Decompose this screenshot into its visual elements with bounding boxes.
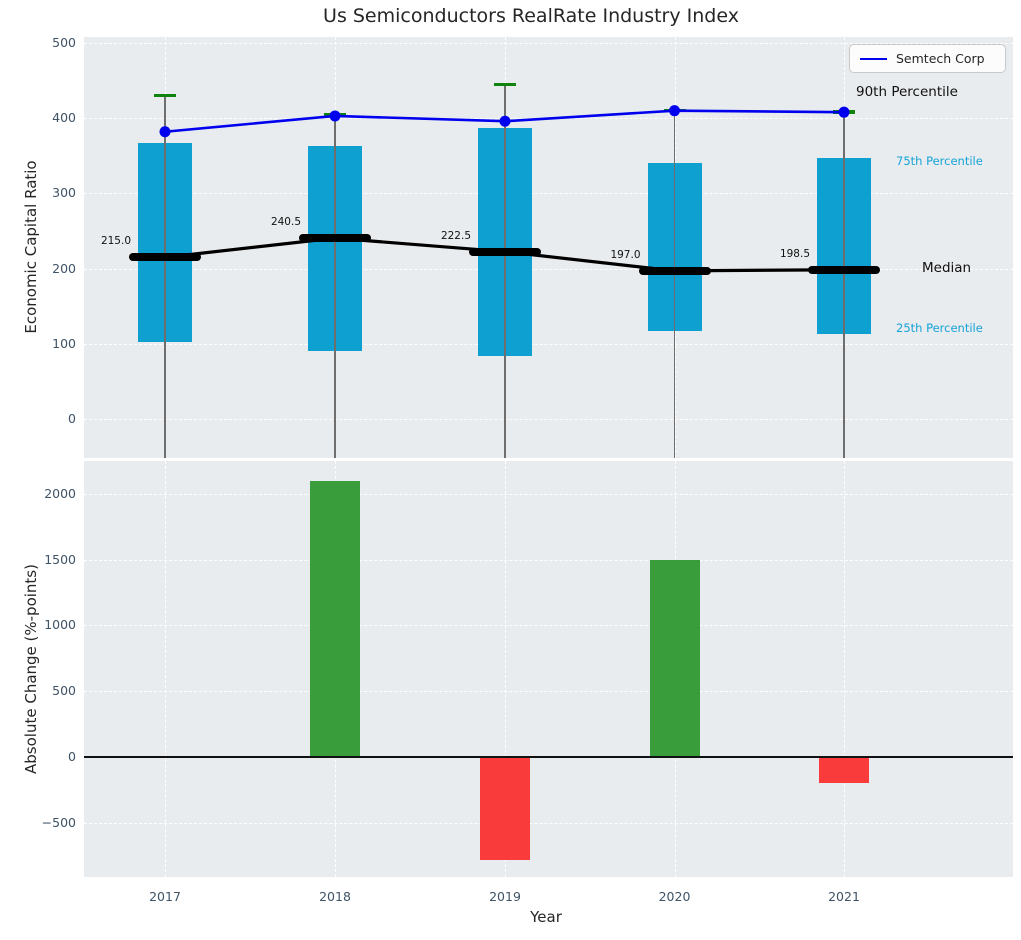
gridline-y xyxy=(84,343,1013,345)
x-tick-label: 2018 xyxy=(319,889,351,904)
semtech-point xyxy=(499,115,511,127)
gridline-y xyxy=(84,691,1013,693)
whisker-cap xyxy=(154,93,176,98)
y-tick-label: 300 xyxy=(52,185,76,201)
semtech-point xyxy=(329,110,341,122)
annotation-90th-percentile: 90th Percentile xyxy=(856,84,958,100)
top-plot-area: Semtech Corp 90th Percentile 75th Percen… xyxy=(84,37,1013,458)
y-tick-label: 100 xyxy=(52,335,76,351)
y-tick-label: 0 xyxy=(68,749,76,764)
x-tick-label: 2019 xyxy=(489,889,521,904)
change-bar xyxy=(480,757,530,860)
top-lines-layer xyxy=(159,105,850,273)
median-value-label: 215.0 xyxy=(100,235,131,248)
gridline-y xyxy=(84,493,1013,495)
zero-line xyxy=(84,756,1013,758)
y-tick-label: 2000 xyxy=(44,485,76,501)
y-tick-label: 200 xyxy=(52,260,76,276)
whisker-line xyxy=(673,110,676,458)
median-value-label: 240.5 xyxy=(270,216,301,229)
y-tick-label: 1500 xyxy=(44,551,76,567)
median-value-label: 198.5 xyxy=(779,247,810,260)
gridline-y xyxy=(84,43,1013,44)
semtech-line-sample xyxy=(860,57,887,60)
gridline-y xyxy=(84,625,1013,627)
median-line xyxy=(163,236,846,273)
semtech-point xyxy=(159,126,171,138)
change-bar xyxy=(649,559,700,757)
gridline-x xyxy=(844,461,845,877)
gridline-y xyxy=(84,268,1013,270)
change-bar xyxy=(310,480,360,757)
whisker-line xyxy=(504,84,506,458)
whisker-line xyxy=(843,112,845,458)
gridline-y xyxy=(84,419,1013,420)
annotation-25th-percentile: 25th Percentile xyxy=(896,321,983,335)
x-tick-label: 2017 xyxy=(149,889,181,904)
bottom-plot-area xyxy=(84,461,1013,877)
median-value-label: 197.0 xyxy=(610,248,641,261)
chart-title: Us Semiconductors RealRate Industry Inde… xyxy=(323,5,739,27)
change-bar xyxy=(819,757,869,784)
top-y-axis-label: Economic Capital Ratio xyxy=(22,160,40,334)
whisker-line xyxy=(334,114,336,458)
y-tick-label: 1000 xyxy=(44,617,76,633)
semtech-point xyxy=(669,105,680,117)
annotation-median: Median xyxy=(922,260,972,276)
legend: Semtech Corp xyxy=(849,44,1006,73)
annotation-75th-percentile: 75th Percentile xyxy=(896,154,983,168)
whisker-cap xyxy=(494,82,516,87)
y-tick-label: 500 xyxy=(52,35,76,50)
y-tick-label: 500 xyxy=(52,683,76,699)
y-tick-label: 0 xyxy=(68,411,76,426)
x-axis-label: Year xyxy=(530,908,562,926)
legend-label: Semtech Corp xyxy=(896,51,985,66)
semtech-point xyxy=(838,106,850,118)
whisker-line xyxy=(164,95,166,458)
y-tick-label: 400 xyxy=(52,110,76,126)
gridline-x xyxy=(505,461,506,877)
gridline-y xyxy=(84,193,1013,195)
gridline-y xyxy=(84,822,1013,824)
x-tick-label: 2021 xyxy=(828,889,860,904)
gridline-x xyxy=(165,461,166,877)
y-tick-label: −500 xyxy=(41,814,76,830)
x-tick-label: 2020 xyxy=(658,889,691,904)
median-value-label: 222.5 xyxy=(440,229,471,242)
gridline-y xyxy=(84,559,1013,561)
